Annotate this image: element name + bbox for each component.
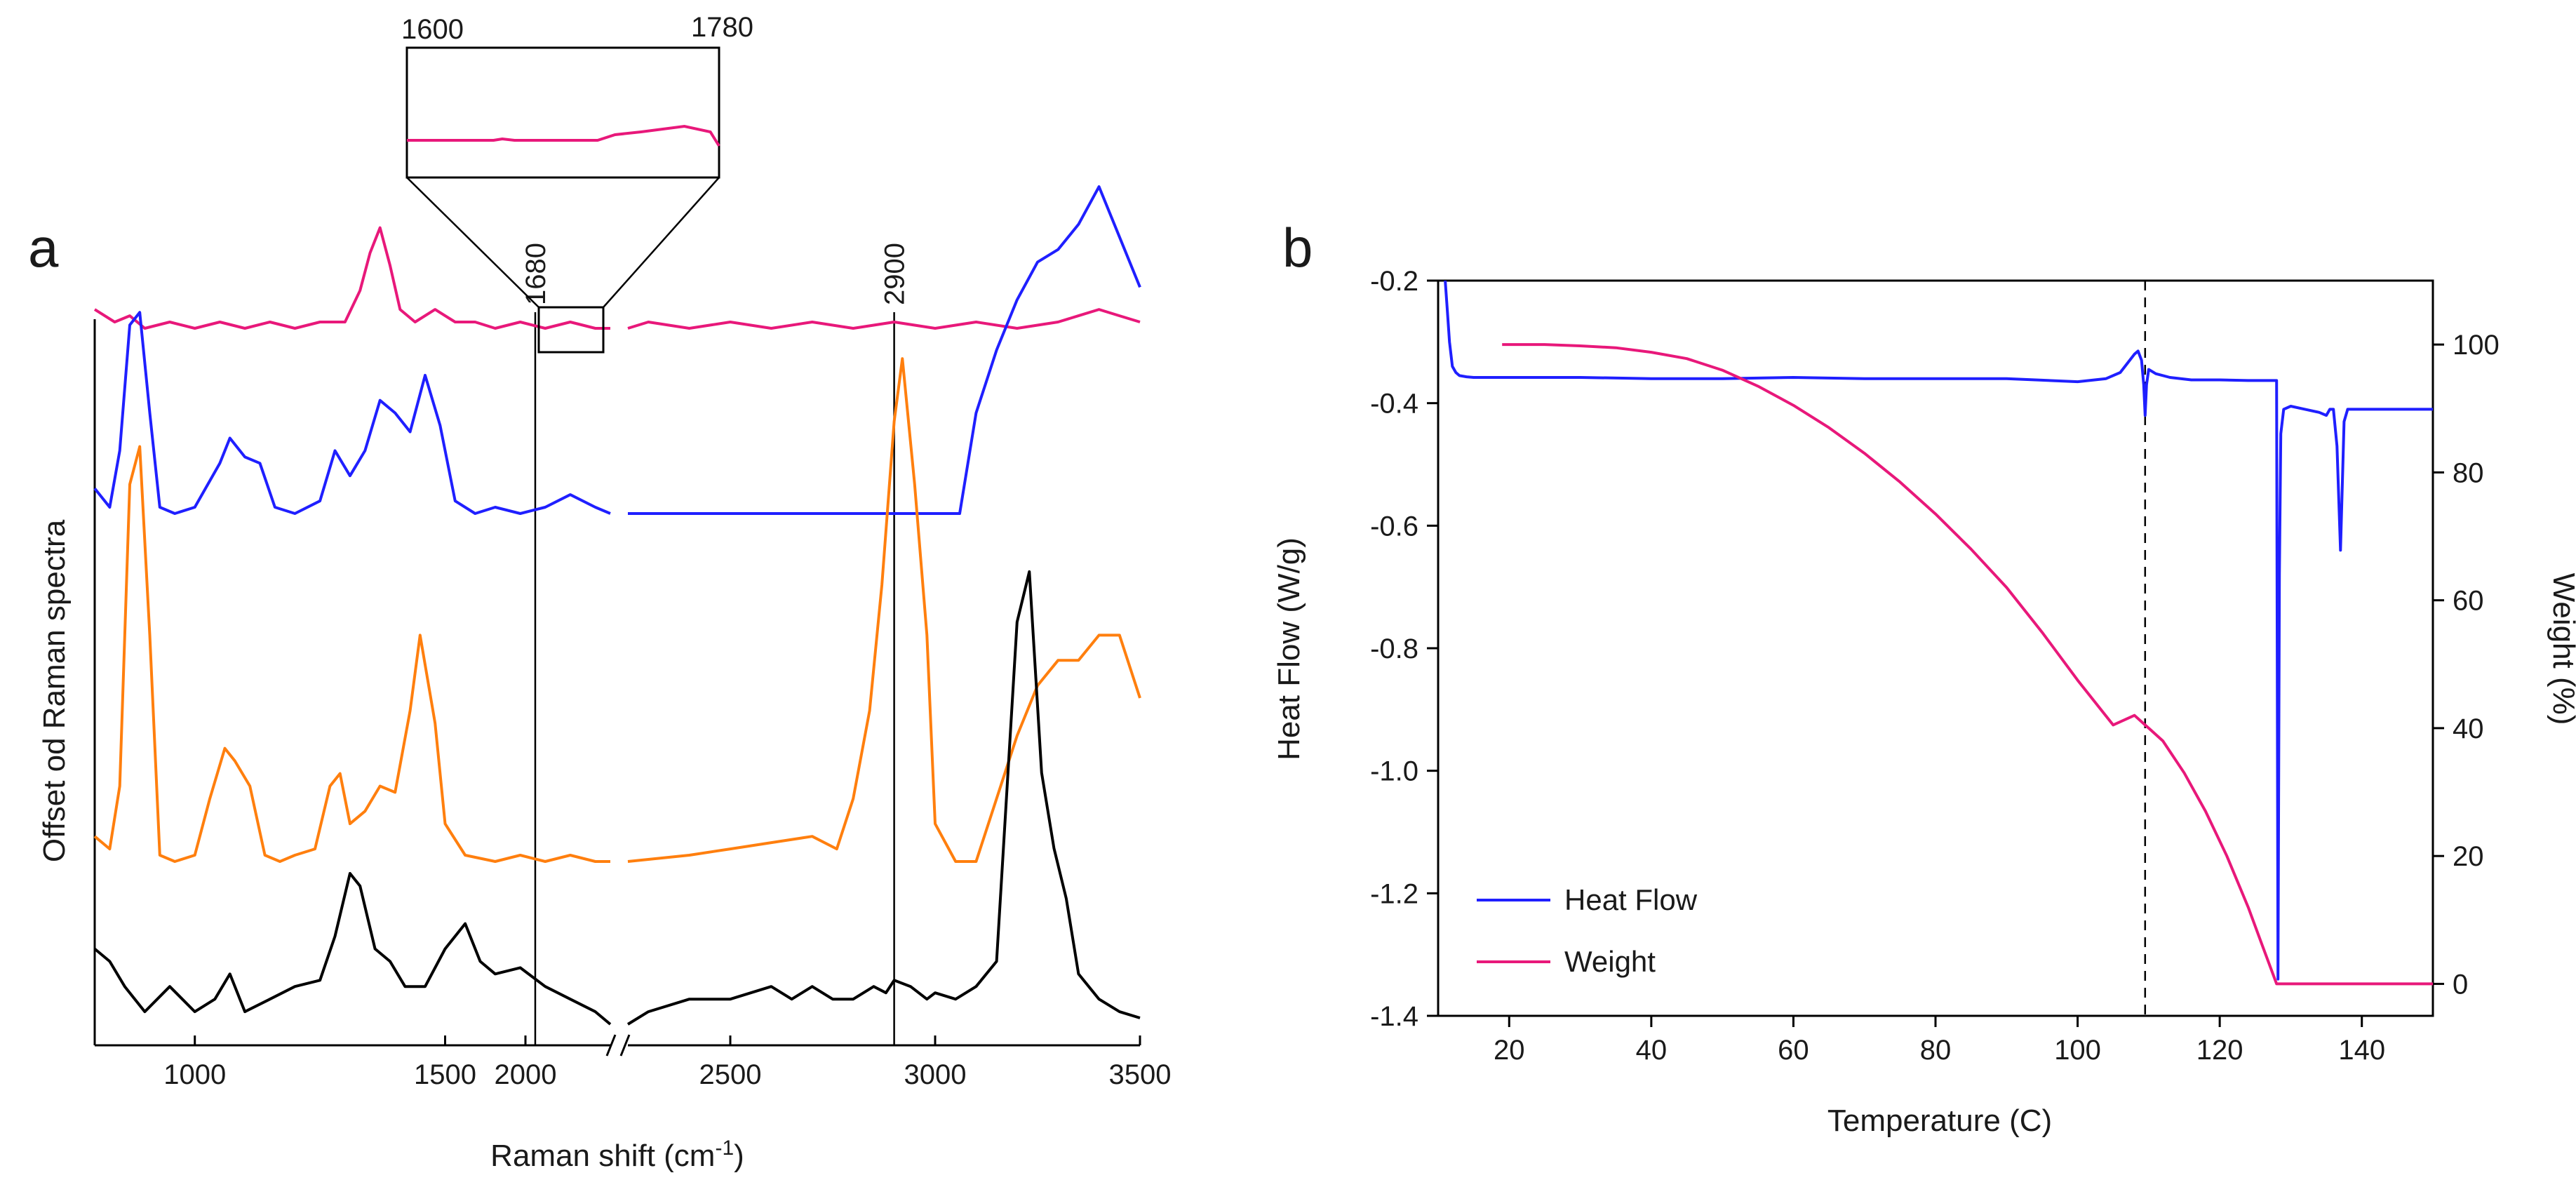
panel-b-y-tick-label-left: -0.8: [1370, 633, 1418, 664]
panel-b-x-tick-label: 40: [1636, 1035, 1668, 1066]
panel-b-series: [1444, 280, 2433, 1016]
panel-b-ticks: 20 40 60 80 100 120 140 -0.2 -0.4 -0.6 -0.8 -1.0 -1.…: [1370, 266, 2500, 1066]
inset-source-box: [537, 306, 605, 354]
panel-b-y-tick-label-left: -0.4: [1370, 389, 1418, 420]
panel-b-legend: Heat Flow Weight: [1477, 883, 1698, 978]
inset-pink-trace: [407, 124, 720, 147]
panel-b-y-tick-label-right: 20: [2453, 841, 2484, 872]
inset-connector-left: [406, 177, 539, 308]
x-title-close: ): [734, 1139, 744, 1173]
x-title-main: Raman shift (cm: [490, 1139, 715, 1173]
panel-a-x-tick-label: 2500: [699, 1059, 762, 1090]
panel-a-letter: a: [28, 217, 59, 279]
axis-break-mark-2: [619, 1034, 631, 1057]
reference-line-label-2900: 2900: [880, 243, 911, 305]
panel-b-y-tick-label-left: -1.4: [1370, 1001, 1418, 1032]
panel-b-y-tick-label-left: -0.2: [1370, 266, 1418, 297]
panel-a-x-tick-label: 3500: [1109, 1059, 1172, 1090]
panel-b-y-title-right: Weight (%): [2547, 573, 2576, 725]
spectrum-blue-left-segment: [93, 311, 611, 515]
panel-b-x-tick-label: 20: [1494, 1035, 1525, 1066]
panel-b-x-title: Temperature (C): [1827, 1104, 2052, 1138]
spectrum-pink-left-segment: [93, 226, 610, 330]
panel-a-x-tick-label: 1000: [163, 1059, 226, 1090]
series-weight: [1502, 343, 2433, 986]
panel-b-x-tick-label: 120: [2196, 1035, 2243, 1066]
spectrum-blue-right-segment: [628, 185, 1141, 515]
panel-b-x-tick-label: 60: [1778, 1035, 1809, 1066]
panel-a-series: [93, 185, 1141, 1026]
panel-b-letter: b: [1282, 217, 1313, 279]
panel-a-x-tick-label: 3000: [904, 1059, 967, 1090]
panel-a-x-tick-label: 1500: [414, 1059, 476, 1090]
inset-connector-right: [603, 177, 720, 308]
panel-a-x-tick-label: 2000: [495, 1059, 557, 1090]
panel-b-y-tick-label-left: -0.6: [1370, 511, 1418, 542]
legend-label: Weight: [1564, 945, 1656, 978]
series-heat-flow: [1444, 280, 2433, 981]
panel-a-raman-chart: a 1000 1500 2000 2500 3000 3500 1680 2900 1600…: [28, 12, 1171, 1173]
panel-a-y-title: Offset od Raman spectra: [37, 519, 72, 862]
panel-b-y-title-left: Heat Flow (W/g): [1272, 537, 1306, 760]
panel-b-y-tick-label-right: 40: [2453, 713, 2484, 744]
panel-b-x-tick-label: 100: [2054, 1035, 2101, 1066]
panel-b-y-tick-label-left: -1.0: [1370, 756, 1418, 787]
inset-label-left: 1600: [401, 14, 464, 45]
panel-a-x-ticks: 1000 1500 2000 2500 3000 3500: [163, 1035, 1171, 1090]
panel-b-y-tick-label-left: -1.2: [1370, 878, 1418, 909]
spectrum-black-left-segment: [93, 872, 612, 1026]
inset-label-right: 1780: [691, 12, 753, 43]
legend-label: Heat Flow: [1564, 883, 1698, 916]
panel-b-y-tick-label-right: 100: [2453, 330, 2500, 361]
spectrum-pink-right-segment: [627, 308, 1141, 330]
spectrum-orange-right-segment: [627, 357, 1141, 863]
panel-b-y-tick-label-right: 60: [2453, 586, 2484, 617]
panel-a-inset: 1600 1780: [401, 12, 753, 354]
panel-b-thermal-chart: b 20 40 60 80 100 120 140 -0.2 -0.4 -0.6 -0.8 -1.0 -…: [1272, 217, 2576, 1138]
spectrum-orange-left-segment: [93, 445, 610, 863]
panel-a-reference-lines: 1680 2900: [521, 243, 911, 1045]
spectrum-black-right-segment: [626, 570, 1141, 1026]
panel-b-x-tick-label: 140: [2338, 1035, 2385, 1066]
reference-line-label-1680: 1680: [521, 243, 551, 305]
panel-b-x-tick-label: 80: [1920, 1035, 1952, 1066]
panel-a-x-title: Raman shift (cm-1): [490, 1137, 744, 1173]
inset-frame: [405, 46, 720, 179]
panel-b-y-tick-label-right: 80: [2453, 457, 2484, 488]
x-title-sup: -1: [715, 1137, 734, 1160]
axis-break-mark-1: [605, 1034, 617, 1057]
panel-b-y-tick-label-right: 0: [2453, 969, 2468, 1000]
